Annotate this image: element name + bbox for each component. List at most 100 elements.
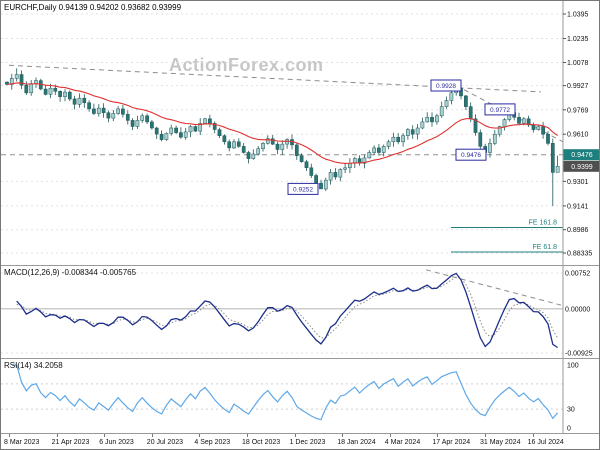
macd-chart-panel[interactable]: 0.00752 0.00000 -0.00925: [1, 266, 600, 358]
date-axis-tick: [532, 434, 534, 437]
candle-body: [555, 166, 560, 173]
candle-body: [154, 127, 159, 135]
candle-body: [256, 148, 261, 155]
candle-body: [488, 143, 492, 153]
date-axis-label: 6 Jun 2023: [99, 439, 134, 446]
trendline[interactable]: [455, 85, 564, 143]
candle-body: [169, 127, 174, 134]
candle-body: [497, 126, 502, 135]
date-axis-label: 20 Jul 2023: [146, 439, 183, 446]
fib-extension-label: FE 161.8: [529, 220, 558, 227]
macd-line: [16, 272, 558, 349]
candle-body: [212, 123, 217, 130]
price-axis-label: 0.9610: [567, 132, 589, 139]
fib-extension-label: FE 61.8: [532, 244, 557, 251]
price-flag[interactable]: [287, 182, 319, 195]
candle-body: [203, 118, 207, 124]
macd-indicator-label: MACD(12,26,9) -0.008344 -0.005765: [4, 268, 137, 277]
candle-body: [396, 136, 401, 143]
date-axis-label: 1 Dec 2023: [289, 439, 326, 446]
date-axis-label: 18 Oct 2023: [242, 439, 281, 446]
candle-body: [82, 97, 87, 104]
candle-body: [111, 113, 116, 119]
candle-body: [550, 143, 555, 173]
candle-body: [246, 152, 251, 159]
candle-body: [420, 121, 425, 129]
candle-body: [261, 143, 265, 149]
rsi-line: [11, 364, 559, 421]
candle-body: [150, 121, 154, 129]
candle-body: [24, 84, 29, 94]
candle-body: [391, 136, 396, 143]
price-axis-label: 0.9301: [567, 179, 589, 186]
candle-body: [362, 157, 367, 164]
candle-body: [531, 124, 536, 130]
axis-flag-label: 0.9399: [571, 164, 593, 171]
macd-trendline[interactable]: [425, 269, 562, 306]
candle-body: [92, 108, 96, 114]
candle-body: [386, 141, 391, 147]
candle-body: [9, 78, 14, 85]
panel-divider: [1, 358, 599, 359]
date-axis-label: 18 Jan 2024: [337, 439, 376, 446]
price-flag-label: 0.9252: [293, 186, 313, 193]
candle-body: [208, 118, 212, 124]
candle-body: [222, 135, 227, 143]
candle-body: [270, 138, 275, 145]
candle-body: [449, 92, 454, 101]
candle-body: [372, 147, 376, 153]
candle-body: [319, 182, 323, 190]
candle-body: [314, 175, 318, 184]
candle-body: [96, 107, 101, 114]
price-flag-label: 0.9772: [490, 107, 510, 114]
candle-body: [48, 87, 53, 95]
candle-body: [526, 118, 531, 126]
date-axis[interactable]: 8 Mar 2023 21 Apr 2023 6 Jun 2023 20 Jul 20…: [1, 433, 599, 449]
candle-body: [435, 115, 439, 123]
candle-body: [328, 172, 333, 181]
candle-body: [333, 172, 338, 178]
candle-body: [406, 129, 410, 136]
candle-body: [304, 161, 309, 169]
candle-body: [415, 127, 420, 135]
date-axis-label: 21 Apr 2023: [51, 439, 90, 446]
candle-body: [517, 117, 521, 124]
price-chart-panel[interactable]: FE 161.8 FE 61.8 0.9928 0.9772 0.9476 0.9252 1…: [1, 1, 600, 266]
candle-body: [536, 126, 541, 130]
candle-body: [541, 126, 545, 135]
candle-body: [183, 131, 188, 138]
candle-body: [19, 74, 24, 86]
candle-body: [53, 87, 58, 92]
candle-body: [401, 135, 405, 143]
date-axis-label: 16 Jul 2024: [527, 439, 564, 446]
price-flag[interactable]: [430, 79, 462, 92]
price-axis-label: 1.0235: [567, 36, 589, 43]
macd-axis-label: -0.00925: [565, 351, 593, 358]
date-axis-tick: [342, 434, 344, 437]
candle-body: [309, 167, 314, 176]
candle-body: [478, 132, 483, 147]
candle-body: [502, 119, 507, 127]
candle-body: [265, 138, 270, 144]
candle-body: [130, 120, 135, 127]
candle-body: [444, 100, 449, 107]
candle-body: [227, 141, 232, 149]
candle-body: [72, 98, 77, 105]
date-axis-tick: [389, 434, 391, 437]
price-axis-label: 0.88335: [567, 251, 592, 258]
price-flag[interactable]: [484, 103, 516, 116]
candle-body: [159, 133, 164, 140]
candle-body: [188, 126, 193, 133]
date-axis-tick: [151, 434, 153, 437]
price-flag[interactable]: [455, 148, 487, 161]
candle-body: [377, 147, 381, 153]
rsi-chart-panel[interactable]: 100 30 0: [1, 359, 600, 433]
price-axis-label: 0.9927: [567, 83, 589, 90]
candle-body: [63, 91, 67, 97]
date-axis-tick: [199, 434, 201, 437]
candle-body: [464, 95, 468, 107]
price-axis-label: 0.9769: [567, 107, 589, 114]
candle-body: [275, 143, 280, 150]
candle-body: [473, 118, 478, 133]
candle-body: [492, 133, 497, 144]
